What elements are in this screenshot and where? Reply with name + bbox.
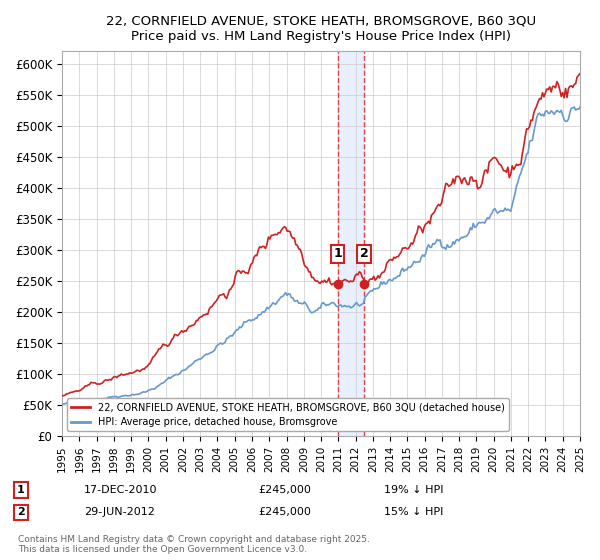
Title: 22, CORNFIELD AVENUE, STOKE HEATH, BROMSGROVE, B60 3QU
Price paid vs. HM Land Re: 22, CORNFIELD AVENUE, STOKE HEATH, BROMS… (106, 15, 536, 43)
Legend: 22, CORNFIELD AVENUE, STOKE HEATH, BROMSGROVE, B60 3QU (detached house), HPI: Av: 22, CORNFIELD AVENUE, STOKE HEATH, BROMS… (67, 399, 509, 431)
Text: 2: 2 (17, 507, 25, 517)
Text: 1: 1 (333, 248, 342, 260)
Bar (338, 51, 364, 436)
Text: 2: 2 (359, 248, 368, 260)
Text: Contains HM Land Registry data © Crown copyright and database right 2025.
This d: Contains HM Land Registry data © Crown c… (18, 535, 370, 554)
Text: £245,000: £245,000 (258, 507, 311, 517)
Text: 1: 1 (17, 485, 25, 495)
Text: 19% ↓ HPI: 19% ↓ HPI (384, 485, 443, 495)
Text: 29-JUN-2012: 29-JUN-2012 (84, 507, 155, 517)
Text: 15% ↓ HPI: 15% ↓ HPI (384, 507, 443, 517)
Text: 17-DEC-2010: 17-DEC-2010 (84, 485, 157, 495)
Text: £245,000: £245,000 (258, 485, 311, 495)
